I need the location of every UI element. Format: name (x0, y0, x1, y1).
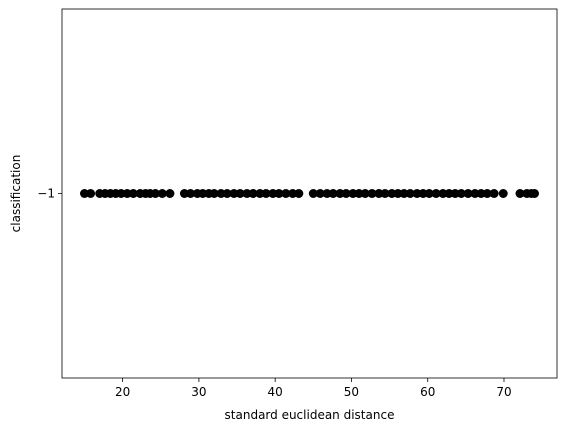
data-point (456, 189, 466, 198)
data-point (209, 189, 219, 198)
data-point (128, 189, 138, 198)
data-point (380, 189, 390, 198)
data-point (281, 189, 291, 198)
data-point (315, 189, 325, 198)
data-point (405, 189, 415, 198)
data-point (165, 189, 175, 198)
y-axis-label: classification (9, 155, 23, 233)
y-tick-label: −1 (37, 187, 55, 201)
data-point (489, 189, 499, 198)
plot-area (80, 189, 539, 198)
data-point (424, 189, 434, 198)
x-tick-label: 70 (496, 385, 511, 399)
data-point (463, 189, 473, 198)
data-point (431, 189, 441, 198)
x-tick-label: 20 (115, 385, 130, 399)
data-point (360, 189, 370, 198)
x-axis-label: standard euclidean distance (225, 408, 395, 422)
data-point (157, 189, 167, 198)
data-point (367, 189, 377, 198)
y-axis: −1 (37, 187, 62, 201)
data-point (482, 189, 492, 198)
x-tick-label: 40 (268, 385, 283, 399)
data-point (530, 189, 539, 198)
data-point (341, 189, 351, 198)
x-axis: 20 30 40 50 60 70 (115, 378, 512, 399)
data-point (235, 189, 245, 198)
data-point (248, 189, 258, 198)
data-point (308, 189, 318, 198)
data-point (328, 189, 338, 198)
x-tick-label: 30 (191, 385, 206, 399)
data-point (150, 189, 160, 198)
x-tick-label: 50 (344, 385, 359, 399)
data-point (186, 189, 196, 198)
data-point (515, 189, 525, 198)
data-point (86, 189, 96, 198)
data-point (498, 189, 508, 198)
data-point (274, 189, 284, 198)
data-point (261, 189, 271, 198)
x-tick-label: 60 (420, 385, 435, 399)
data-point (294, 189, 304, 198)
data-point (222, 189, 232, 198)
